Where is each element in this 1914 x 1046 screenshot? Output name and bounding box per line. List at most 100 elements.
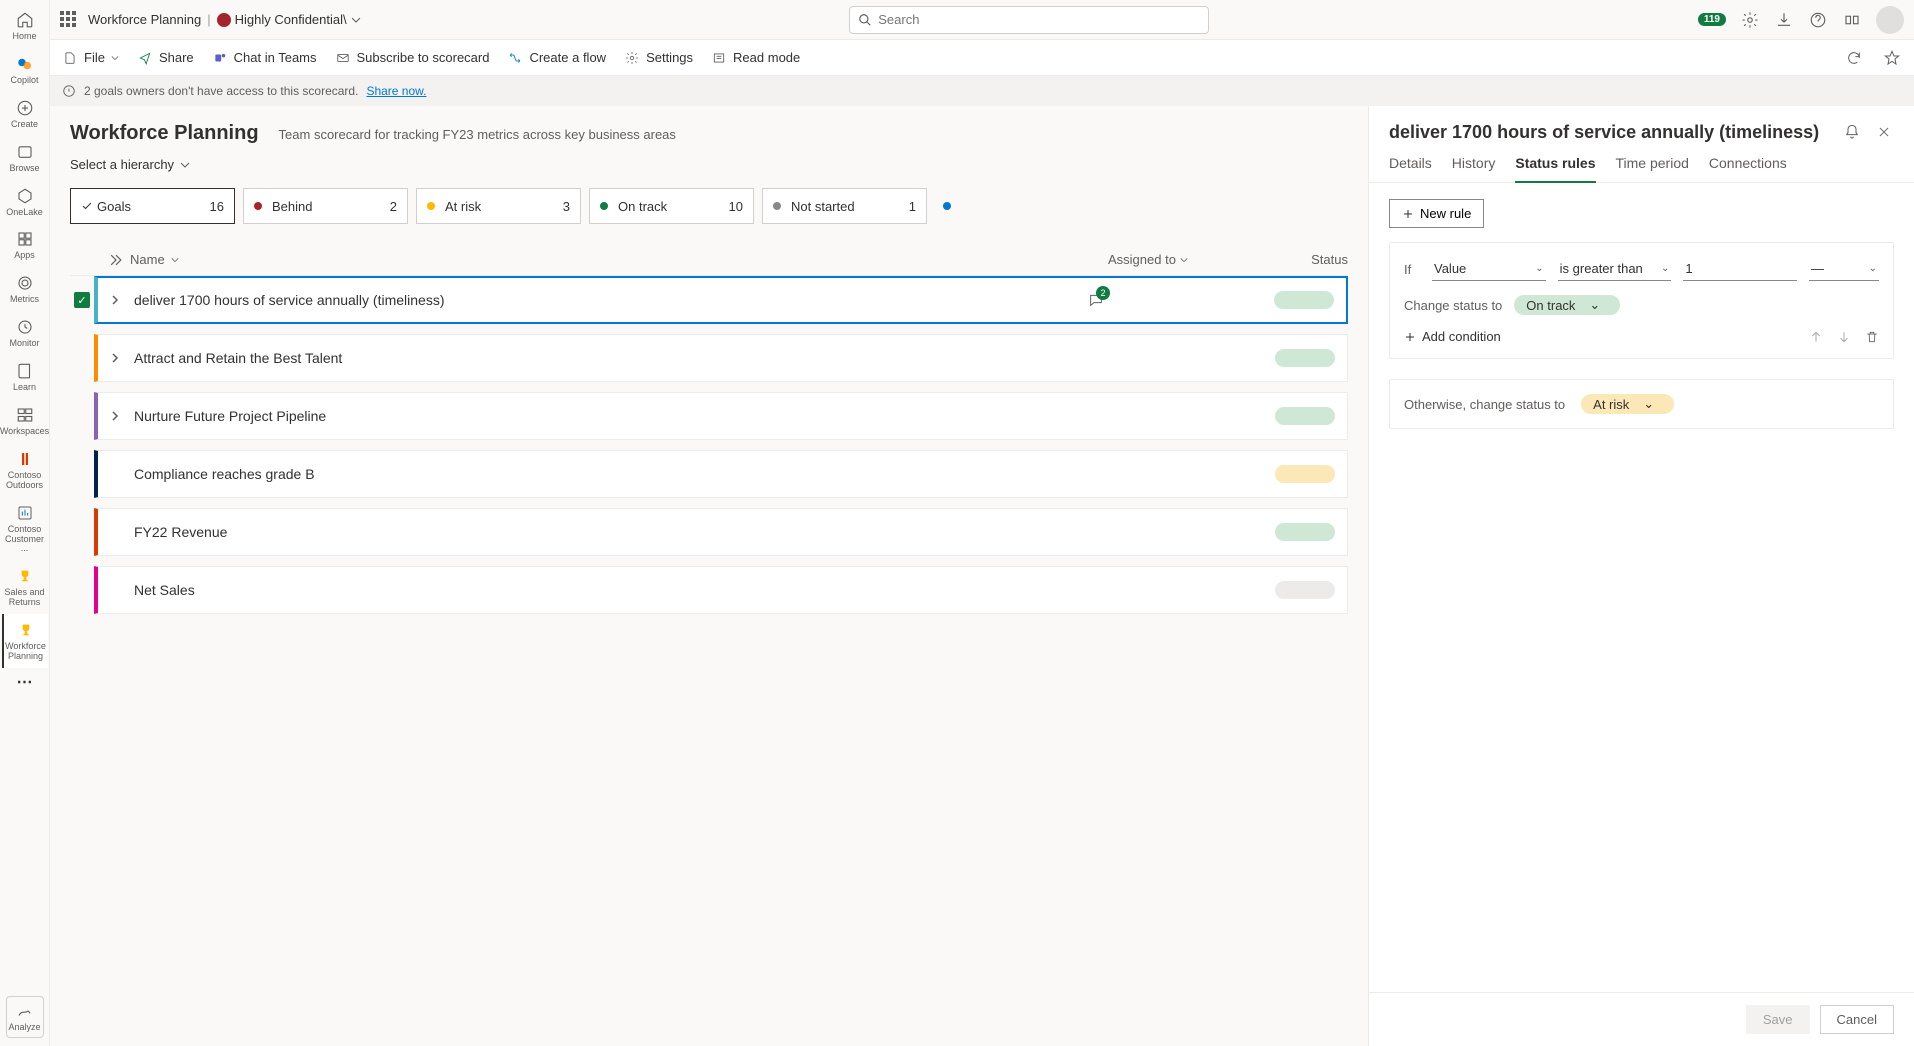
rail-metrics[interactable]: Metrics (2, 267, 48, 311)
save-button[interactable]: Save (1746, 1005, 1810, 1034)
cmd-flow[interactable]: Create a flow (507, 50, 606, 66)
status-tiles: Goals16Behind2At risk3On track10Not star… (70, 188, 1348, 224)
tile-count: 16 (210, 199, 224, 214)
cmd-file[interactable]: File (62, 50, 119, 66)
tab-status-rules[interactable]: Status rules (1515, 155, 1595, 183)
rule-unit-dropdown[interactable]: —⌄ (1809, 257, 1879, 281)
hierarchy-selector[interactable]: Select a hierarchy (70, 157, 1348, 172)
warning-text: 2 goals owners don't have access to this… (84, 84, 358, 98)
goal-card[interactable]: FY22 Revenue (94, 508, 1348, 556)
comment-icon[interactable]: 2 (1088, 292, 1104, 308)
tab-connections[interactable]: Connections (1709, 155, 1787, 182)
rail-analyze[interactable]: Analyze (6, 996, 44, 1038)
status-tile[interactable]: On track10 (589, 188, 754, 224)
rail-ws-sales-returns[interactable]: Sales and Returns (2, 560, 48, 614)
goal-card[interactable]: Nurture Future Project Pipeline (94, 392, 1348, 440)
cmd-subscribe[interactable]: Subscribe to scorecard (335, 50, 490, 66)
close-icon[interactable] (1874, 122, 1894, 142)
column-assigned[interactable]: Assigned to (1108, 252, 1288, 267)
cmd-readmode[interactable]: Read mode (711, 50, 800, 66)
rule-status-dropdown[interactable]: On track ⌄ (1514, 295, 1620, 315)
rail-copilot[interactable]: Copilot (2, 48, 48, 92)
status-tile[interactable]: Goals16 (70, 188, 235, 224)
chevron-down-icon (171, 256, 179, 264)
rail-more[interactable]: ⋯ (17, 672, 33, 692)
notification-badge[interactable]: 119 (1698, 13, 1726, 26)
rail-workspaces[interactable]: Workspaces (2, 399, 48, 443)
rule-field-dropdown[interactable]: Value⌄ (1432, 257, 1546, 281)
comment-count: 2 (1096, 286, 1110, 300)
expand-chevron-icon[interactable] (110, 295, 124, 305)
cmd-settings[interactable]: Settings (624, 50, 693, 66)
rail-create[interactable]: Create (2, 92, 48, 136)
rail-browse[interactable]: Browse (2, 136, 48, 180)
chart-icon (15, 503, 35, 523)
search-box[interactable] (849, 6, 1209, 34)
check-icon (81, 200, 93, 212)
tab-details[interactable]: Details (1389, 155, 1432, 182)
rail-label: Monitor (9, 339, 39, 349)
goal-card[interactable]: Attract and Retain the Best Talent (94, 334, 1348, 382)
refresh-icon[interactable] (1844, 48, 1864, 68)
goal-card[interactable]: Compliance reaches grade B (94, 450, 1348, 498)
sensitivity-label[interactable]: Highly Confidential\ (217, 12, 361, 27)
cancel-button[interactable]: Cancel (1820, 1005, 1894, 1034)
flow-icon (507, 50, 523, 66)
delete-icon[interactable] (1865, 330, 1879, 344)
checkbox[interactable]: ✓ (74, 292, 90, 308)
move-up-icon[interactable] (1809, 330, 1823, 344)
tab-history[interactable]: History (1452, 155, 1496, 182)
chevron-down-icon: ⌄ (1589, 297, 1600, 313)
rule-value-input[interactable]: 1 (1683, 257, 1797, 281)
otherwise-label: Otherwise, change status to (1404, 397, 1565, 412)
status-pill (1275, 465, 1335, 483)
account-manager-icon[interactable] (1842, 10, 1862, 30)
column-name[interactable]: Name (130, 252, 1108, 267)
bell-icon[interactable] (1842, 122, 1862, 142)
move-down-icon[interactable] (1837, 330, 1851, 344)
plus-icon (1402, 208, 1414, 220)
home-icon (15, 10, 35, 30)
rail-onelake[interactable]: OneLake (2, 180, 48, 224)
app-launcher-icon[interactable] (60, 11, 78, 29)
goal-row: Attract and Retain the Best Talent (70, 334, 1348, 382)
rail-learn[interactable]: Learn (2, 355, 48, 399)
expand-chevron-icon[interactable] (110, 353, 124, 363)
status-tile[interactable]: Not started1 (762, 188, 927, 224)
tile-label: Not started (791, 199, 855, 214)
search-input[interactable] (878, 12, 1200, 27)
rail-ws-contoso-outdoors[interactable]: Contoso Outdoors (2, 443, 48, 497)
expand-chevron-icon[interactable] (110, 411, 124, 421)
favorite-icon[interactable] (1882, 48, 1902, 68)
column-status[interactable]: Status (1288, 252, 1348, 267)
status-tile[interactable]: At risk3 (416, 188, 581, 224)
panel-tabs: Details History Status rules Time period… (1369, 143, 1914, 183)
rail-ws-workforce-planning[interactable]: Workforce Planning (2, 614, 48, 668)
cmd-share[interactable]: Share (137, 50, 194, 66)
share-now-link[interactable]: Share now. (366, 84, 426, 98)
rail-monitor[interactable]: Monitor (2, 311, 48, 355)
cmd-chat-teams[interactable]: Chat in Teams (212, 50, 317, 66)
user-avatar[interactable] (1876, 6, 1904, 34)
tab-time-period[interactable]: Time period (1616, 155, 1689, 182)
otherwise-status-dropdown[interactable]: At risk ⌄ (1581, 394, 1674, 414)
expand-all-icon[interactable] (110, 254, 130, 266)
help-icon[interactable] (1808, 10, 1828, 30)
rail-ws-contoso-customer[interactable]: Contoso Customer ... (2, 497, 48, 561)
goal-card[interactable]: Net Sales (94, 566, 1348, 614)
new-rule-button[interactable]: New rule (1389, 199, 1484, 228)
settings-icon[interactable] (1740, 10, 1760, 30)
status-dot (427, 202, 435, 210)
rail-label: Workspaces (0, 427, 49, 437)
goal-row: ✓deliver 1700 hours of service annually … (70, 276, 1348, 324)
rail-apps[interactable]: Apps (2, 223, 48, 267)
breadcrumb-item[interactable]: Workforce Planning (88, 12, 201, 27)
download-icon[interactable] (1774, 10, 1794, 30)
tile-count: 2 (390, 199, 397, 214)
rail-home[interactable]: Home (2, 4, 48, 48)
status-tile[interactable]: Behind2 (243, 188, 408, 224)
goal-card[interactable]: deliver 1700 hours of service annually (… (94, 276, 1348, 324)
plus-circle-icon (15, 98, 35, 118)
add-condition-button[interactable]: Add condition (1404, 329, 1501, 344)
rule-operator-dropdown[interactable]: is greater than⌄ (1558, 257, 1672, 281)
